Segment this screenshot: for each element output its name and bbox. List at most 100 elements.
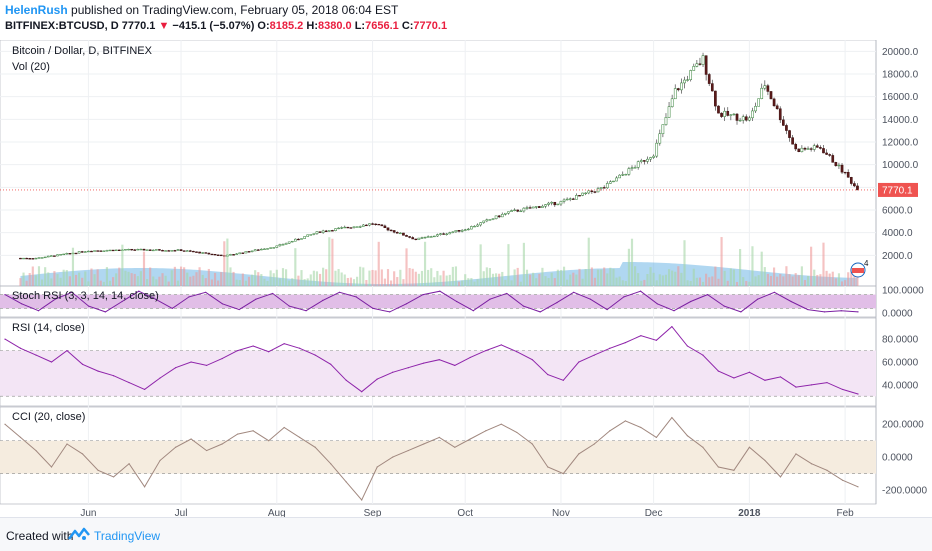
candle[interactable] xyxy=(825,152,828,155)
candle[interactable] xyxy=(785,125,788,131)
candle[interactable] xyxy=(809,148,813,150)
candle[interactable] xyxy=(797,148,801,152)
candle[interactable] xyxy=(565,198,569,201)
candle[interactable] xyxy=(281,244,285,246)
candle[interactable] xyxy=(812,145,816,150)
candle[interactable] xyxy=(399,232,402,235)
candle[interactable] xyxy=(775,105,779,110)
candle[interactable] xyxy=(661,124,665,135)
candle[interactable] xyxy=(392,230,396,233)
candle[interactable] xyxy=(31,258,35,260)
candle[interactable] xyxy=(680,82,683,91)
candle[interactable] xyxy=(275,245,279,248)
candle[interactable] xyxy=(99,250,103,252)
candle[interactable] xyxy=(108,249,112,252)
candle[interactable] xyxy=(633,167,637,169)
candle[interactable] xyxy=(219,254,223,257)
candle[interactable] xyxy=(210,253,214,256)
candle[interactable] xyxy=(457,230,461,232)
candle[interactable] xyxy=(40,257,44,259)
candle[interactable] xyxy=(615,177,618,182)
candle[interactable] xyxy=(151,249,155,252)
candle[interactable] xyxy=(454,230,458,233)
candle[interactable] xyxy=(266,248,269,250)
candle[interactable] xyxy=(605,183,609,189)
candle[interactable] xyxy=(74,252,78,255)
candle[interactable] xyxy=(584,192,587,195)
candle[interactable] xyxy=(352,226,356,228)
candle[interactable] xyxy=(213,253,217,256)
candle[interactable] xyxy=(741,116,745,121)
candle[interactable] xyxy=(148,249,152,251)
candle[interactable] xyxy=(238,252,242,255)
symbol-label[interactable]: BITFINEX:BTCUSD, D xyxy=(5,20,119,32)
candle[interactable] xyxy=(90,250,93,253)
candle[interactable] xyxy=(263,248,266,250)
candle[interactable] xyxy=(229,254,232,256)
candle[interactable] xyxy=(803,147,807,150)
candle[interactable] xyxy=(68,253,72,255)
candle[interactable] xyxy=(599,187,603,189)
candle[interactable] xyxy=(25,257,28,260)
candle[interactable] xyxy=(466,228,470,231)
candle[interactable] xyxy=(380,224,384,227)
candle[interactable] xyxy=(667,106,671,118)
candle[interactable] xyxy=(445,233,449,235)
candle[interactable] xyxy=(673,88,677,100)
candle[interactable] xyxy=(102,250,106,252)
candle[interactable] xyxy=(337,227,340,230)
candle[interactable] xyxy=(738,119,742,122)
candle[interactable] xyxy=(843,171,847,174)
candle[interactable] xyxy=(155,249,158,251)
candle[interactable] xyxy=(297,238,300,241)
candle[interactable] xyxy=(714,90,717,107)
candle[interactable] xyxy=(37,257,41,259)
candle[interactable] xyxy=(596,188,600,193)
candle[interactable] xyxy=(361,224,365,227)
candle[interactable] xyxy=(846,172,850,178)
candle[interactable] xyxy=(192,250,195,253)
candle[interactable] xyxy=(114,249,118,251)
candle[interactable] xyxy=(491,218,495,220)
candle[interactable] xyxy=(578,195,581,197)
candle[interactable] xyxy=(769,91,773,100)
candle[interactable] xyxy=(158,249,161,251)
candle[interactable] xyxy=(164,250,167,252)
candle[interactable] xyxy=(744,116,748,121)
candle[interactable] xyxy=(349,227,353,229)
candle[interactable] xyxy=(528,207,532,209)
candle[interactable] xyxy=(269,247,272,249)
candle[interactable] xyxy=(331,230,334,232)
candle[interactable] xyxy=(167,250,171,252)
candle[interactable] xyxy=(658,133,662,144)
candle[interactable] xyxy=(309,234,313,236)
candle[interactable] xyxy=(612,180,615,183)
candle[interactable] xyxy=(96,250,99,252)
tradingview-brand-link[interactable]: TradingView xyxy=(94,529,161,543)
candle[interactable] xyxy=(34,257,38,260)
candle[interactable] xyxy=(405,235,408,237)
candle[interactable] xyxy=(621,174,625,176)
candle[interactable] xyxy=(232,254,235,256)
candle[interactable] xyxy=(698,63,702,65)
candle[interactable] xyxy=(476,224,479,227)
candle[interactable] xyxy=(117,249,121,251)
candle[interactable] xyxy=(327,230,331,232)
candle[interactable] xyxy=(395,231,399,234)
candle[interactable] xyxy=(420,237,424,239)
candle[interactable] xyxy=(201,252,205,254)
candle[interactable] xyxy=(22,257,25,260)
candle[interactable] xyxy=(754,106,757,112)
candle[interactable] xyxy=(639,160,643,162)
candle[interactable] xyxy=(334,228,337,232)
candle[interactable] xyxy=(646,158,649,162)
candle[interactable] xyxy=(417,237,421,240)
candle[interactable] xyxy=(735,113,739,121)
candle[interactable] xyxy=(544,204,547,207)
candle[interactable] xyxy=(670,98,674,107)
candle[interactable] xyxy=(485,219,489,222)
candle[interactable] xyxy=(77,251,81,254)
candle[interactable] xyxy=(260,248,263,251)
candle[interactable] xyxy=(179,249,183,251)
candle[interactable] xyxy=(655,142,659,157)
